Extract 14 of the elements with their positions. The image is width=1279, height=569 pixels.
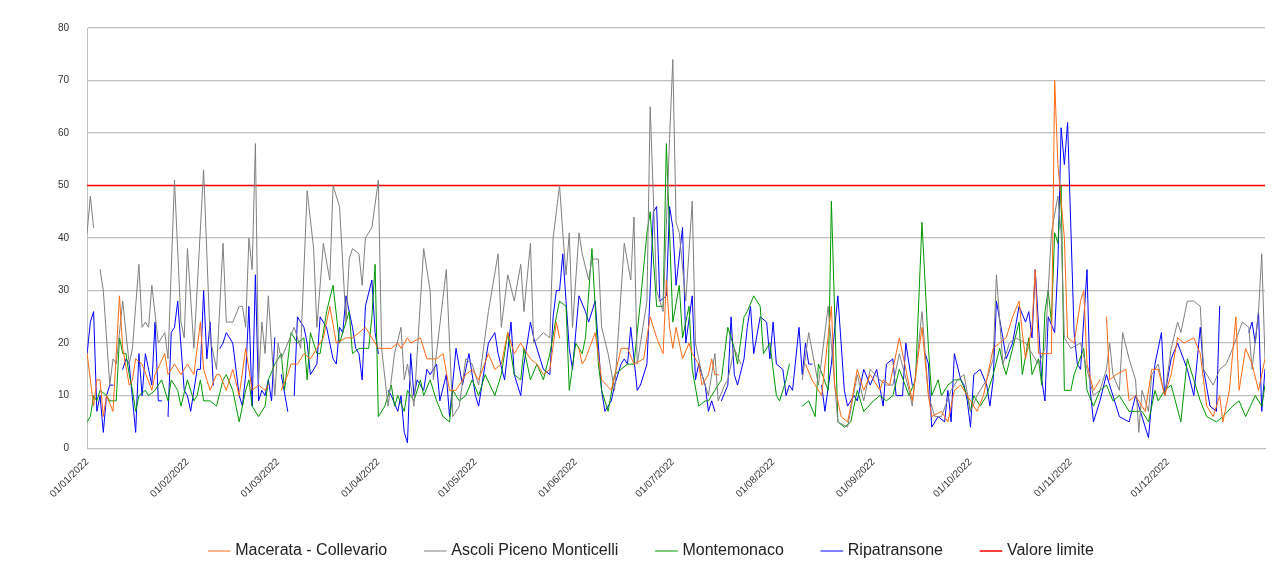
legend-label: Montemonaco xyxy=(682,541,784,559)
legend-label: Ascoli Piceno Monticelli xyxy=(451,541,619,559)
y-tick-label: 20 xyxy=(58,336,70,348)
y-tick-label: 70 xyxy=(58,74,70,86)
y-tick-label: 50 xyxy=(58,179,70,191)
y-tick-label: 0 xyxy=(63,441,70,453)
y-tick-label: 30 xyxy=(58,284,70,296)
y-tick-label: 80 xyxy=(58,21,70,33)
legend-label: Valore limite xyxy=(1006,541,1094,559)
legend-label: Macerata - Collevario xyxy=(235,541,388,559)
y-tick-label: 60 xyxy=(58,126,70,138)
y-tick-label: 10 xyxy=(58,389,70,401)
y-tick-label: 40 xyxy=(58,231,70,243)
legend-label: Ripatransone xyxy=(847,541,944,559)
